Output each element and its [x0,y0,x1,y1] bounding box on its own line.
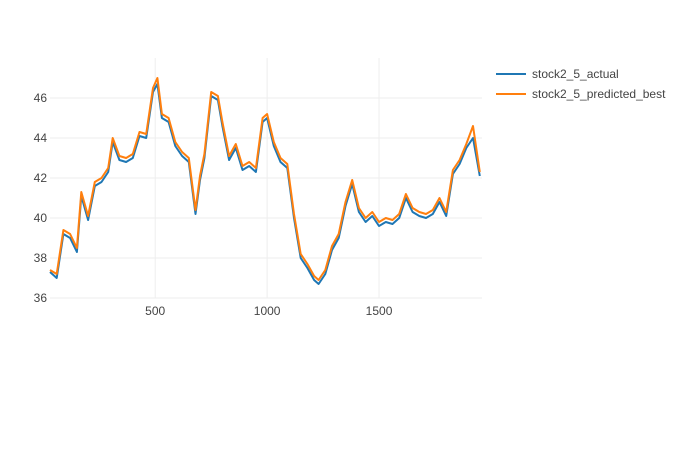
y-tick-label: 38 [34,251,48,265]
legend-label: stock2_5_actual [532,67,619,81]
series-line-stock2_5_predicted_best [49,77,481,281]
legend-item-stock2_5_predicted_best[interactable]: stock2_5_predicted_best [496,87,666,101]
y-tick-label: 40 [34,211,48,225]
legend-item-stock2_5_actual[interactable]: stock2_5_actual [496,67,619,81]
legend-label: stock2_5_predicted_best [532,87,666,101]
series-line-stock2_5_actual [49,83,481,285]
legend[interactable]: stock2_5_actual stock2_5_predicted_best [496,67,666,101]
grid [50,58,482,299]
axes: 36 38 40 42 44 46 500 1000 1500 [34,91,482,318]
x-tick-label: 500 [145,304,165,318]
y-tick-label: 36 [34,291,48,305]
y-tick-label: 42 [34,171,48,185]
x-tick-label: 1500 [366,304,393,318]
y-tick-label: 44 [34,131,48,145]
y-tick-label: 46 [34,91,48,105]
x-tick-label: 1000 [254,304,281,318]
series-area [49,77,481,285]
